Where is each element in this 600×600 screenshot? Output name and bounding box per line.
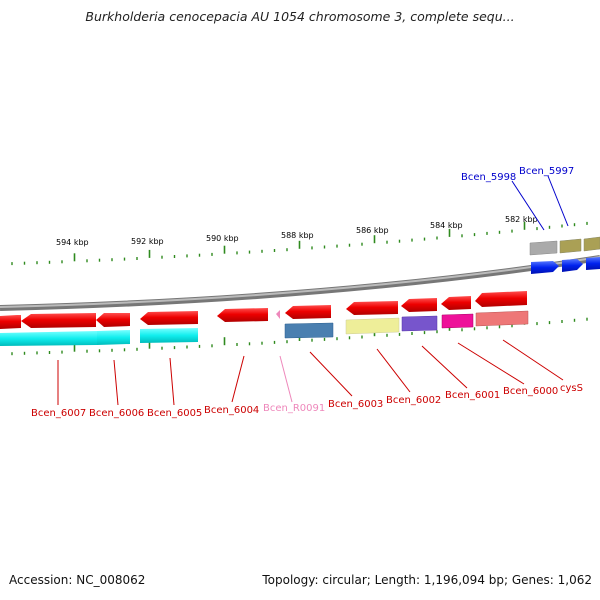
feature-cyan-2[interactable]	[97, 330, 130, 345]
gene-bcen-5997[interactable]	[562, 259, 583, 272]
feature-steelblue[interactable]	[284, 322, 334, 339]
gene-bcen-6001[interactable]	[401, 298, 437, 312]
gene-label[interactable]: Bcen_6006	[89, 408, 144, 419]
gene-labels: Bcen_6007 Bcen_6006 Bcen_6005 Bcen_6004 …	[31, 166, 583, 419]
reverse-strand-genes	[0, 291, 527, 329]
gene-label[interactable]: Bcen_6002	[386, 395, 441, 406]
gene-blue-3[interactable]	[586, 257, 600, 270]
tick-label-586: 586 kbp	[356, 226, 389, 235]
feature-cyan-3[interactable]	[140, 328, 198, 343]
gene-label[interactable]: Bcen_6007	[31, 408, 86, 419]
gene-label[interactable]: Bcen_6003	[328, 399, 383, 410]
tick-label-592: 592 kbp	[131, 237, 164, 246]
gene-label[interactable]: Bcen_6005	[147, 408, 202, 419]
feature-salmon[interactable]	[475, 310, 529, 327]
feature-olive-2[interactable]	[583, 236, 600, 252]
gene-bcen-6005[interactable]	[140, 311, 198, 325]
gene-bcen-r0091[interactable]	[276, 310, 280, 319]
forward-strand-features	[529, 236, 600, 274]
gene-bcen-6002[interactable]	[346, 301, 398, 315]
feature-purple[interactable]	[401, 315, 438, 332]
feature-yellow[interactable]	[345, 317, 400, 335]
tick-label-588: 588 kbp	[281, 231, 314, 240]
gene-label[interactable]: Bcen_R0091	[263, 403, 325, 414]
scale-track-upper	[11, 221, 588, 266]
gene-bcen-6007[interactable]	[21, 313, 96, 328]
gene-label[interactable]: Bcen_5998	[461, 172, 516, 183]
gene-bcen-5998[interactable]	[531, 261, 559, 274]
feature-olive[interactable]	[559, 238, 582, 254]
gene-bcen-6000[interactable]	[441, 296, 471, 310]
gene-label[interactable]: cysS	[560, 383, 583, 394]
map-title: Burkholderia cenocepacia AU 1054 chromos…	[85, 9, 515, 24]
gene-bcen-6006[interactable]	[96, 313, 130, 327]
tick-label-582: 582 kbp	[505, 215, 538, 224]
tick-label-584: 584 kbp	[430, 221, 463, 230]
gene-bcen-6007-left[interactable]	[0, 315, 21, 329]
tick-label-594: 594 kbp	[56, 238, 89, 247]
genome-summary: Topology: circular; Length: 1,196,094 bp…	[262, 573, 592, 587]
scale-track-lower	[11, 316, 588, 356]
gene-label[interactable]: Bcen_6004	[204, 405, 259, 416]
gene-label[interactable]: Bcen_6001	[445, 390, 500, 401]
accession-label: Accession: NC_008062	[9, 573, 146, 587]
gene-bcen-6004[interactable]	[217, 308, 268, 322]
gene-bcen-6003[interactable]	[285, 305, 331, 319]
gene-label[interactable]: Bcen_6000	[503, 386, 558, 397]
gene-cyss[interactable]	[475, 291, 527, 307]
feature-grey[interactable]	[529, 240, 558, 256]
feature-magenta[interactable]	[441, 313, 474, 329]
gene-leader-lines	[57, 175, 569, 406]
tick-label-590: 590 kbp	[206, 234, 239, 243]
reverse-strand-features	[0, 310, 529, 346]
gene-label[interactable]: Bcen_5997	[519, 166, 574, 177]
feature-cyan-1[interactable]	[0, 331, 97, 346]
scale-tick-labels: 594 kbp 592 kbp 590 kbp 588 kbp 586 kbp …	[56, 215, 538, 247]
